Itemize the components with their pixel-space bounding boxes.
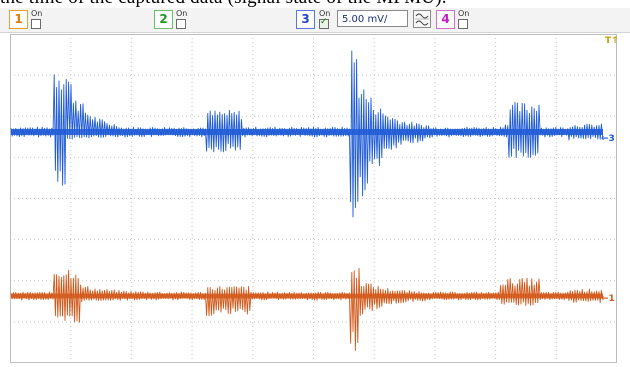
graticule bbox=[10, 34, 617, 363]
ac-dc-coupling-icon bbox=[415, 13, 429, 26]
channel-4-on-checkbox[interactable] bbox=[458, 19, 468, 29]
channel-toolbar: 1 On 2 On 3 On 5.00 mV/ 4 On bbox=[0, 8, 630, 33]
trigger-level-marker[interactable]: T↑ bbox=[605, 36, 619, 46]
channel-3-scale-field[interactable]: 5.00 mV/ bbox=[337, 10, 408, 27]
caption-fragment: the time of the captured data (signal st… bbox=[0, 0, 630, 8]
channel-4-button[interactable]: 4 bbox=[436, 10, 455, 29]
channel-1-offset-marker[interactable]: ←1 bbox=[601, 294, 615, 304]
channel-3-offset-marker[interactable]: ←3 bbox=[601, 134, 615, 144]
channel-3-waveform bbox=[10, 50, 604, 218]
waveform-plot bbox=[10, 34, 617, 363]
channel-3-button[interactable]: 3 bbox=[296, 10, 315, 29]
channel-1-on-checkbox[interactable] bbox=[31, 19, 41, 29]
channel-2-on-label: On bbox=[176, 9, 188, 18]
channel-1-on-label: On bbox=[31, 9, 43, 18]
caption-text: the time of the captured data (signal st… bbox=[0, 0, 447, 8]
channel-3-on-label: On bbox=[319, 9, 331, 18]
channel-1-waveform bbox=[10, 267, 604, 351]
oscilloscope-display[interactable]: T↑ ←3 ←1 bbox=[10, 34, 619, 363]
channel-2-button[interactable]: 2 bbox=[154, 10, 173, 29]
channel-3-on-checkbox[interactable] bbox=[319, 17, 329, 29]
channel-1-button[interactable]: 1 bbox=[9, 10, 28, 29]
channel-4-on-label: On bbox=[458, 9, 470, 18]
coupling-button[interactable] bbox=[413, 10, 431, 28]
channel-2-on-checkbox[interactable] bbox=[176, 19, 186, 29]
